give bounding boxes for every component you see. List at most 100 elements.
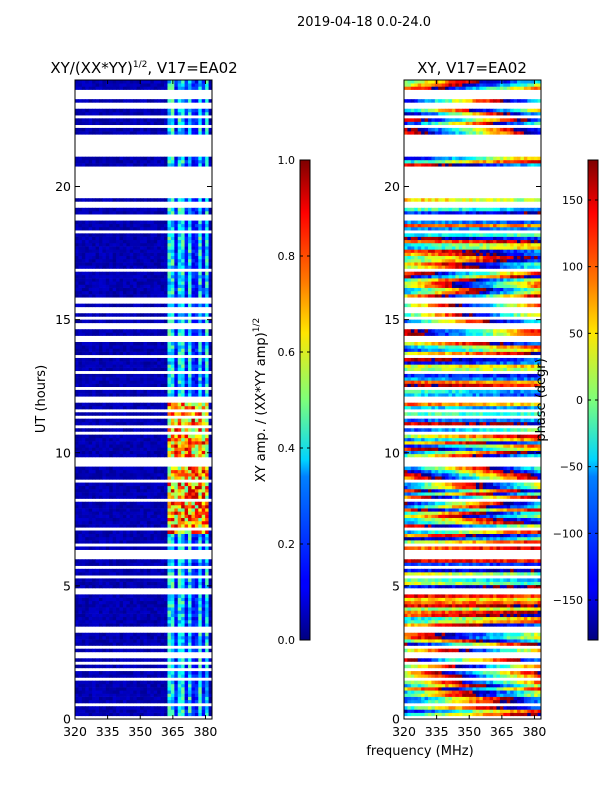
- amp-cell: [85, 274, 90, 279]
- amp-cell: [140, 294, 144, 298]
- amp-cell: [205, 594, 209, 598]
- amp-cell: [184, 533, 189, 538]
- amp-cell: [119, 111, 124, 116]
- amp-cell: [143, 469, 148, 474]
- amp-cell: [191, 619, 196, 624]
- amp-cell: [95, 389, 100, 394]
- amp-cell: [95, 600, 100, 605]
- amp-cell: [181, 220, 185, 225]
- amp-cell: [98, 450, 103, 455]
- amp-cell: [208, 536, 212, 541]
- amp-cell: [140, 488, 144, 493]
- amp-cell: [81, 255, 86, 260]
- amp-cell: [88, 220, 93, 225]
- amp-cell: [126, 492, 131, 496]
- amp-cell: [119, 623, 124, 627]
- amp-cell: [102, 418, 107, 423]
- amp-cell: [88, 562, 93, 566]
- amp-cell: [105, 488, 110, 493]
- amp-cell: [208, 341, 212, 346]
- amp-cell: [112, 127, 117, 132]
- amp-cell: [160, 412, 165, 416]
- amp-cell: [126, 383, 131, 388]
- amp-cell: [208, 361, 212, 365]
- amp-cell: [188, 434, 192, 439]
- amp-cell: [119, 597, 124, 602]
- amp-cell: [174, 364, 179, 368]
- amp-cell: [92, 239, 96, 244]
- amp-cell: [109, 568, 114, 573]
- amp-cell: [122, 281, 127, 285]
- amp-cell: [174, 163, 179, 167]
- amp-cell: [205, 533, 209, 538]
- amp-cell: [129, 450, 134, 455]
- amp-cell: [122, 658, 127, 662]
- amp-cell: [208, 693, 212, 697]
- amp-cell: [102, 434, 107, 439]
- amp-cell: [105, 412, 110, 416]
- amp-cell: [119, 258, 124, 263]
- amp-cell: [157, 508, 162, 512]
- amp-cell: [129, 546, 134, 550]
- amp-cell: [136, 693, 141, 697]
- amp-cell: [150, 610, 155, 614]
- amp-cell: [174, 255, 179, 260]
- amp-cell: [191, 607, 196, 611]
- amp-cell: [98, 389, 103, 394]
- amp-cell: [126, 380, 131, 384]
- amp-cell: [88, 635, 93, 640]
- amp-cell: [122, 699, 127, 704]
- amp-cell: [188, 492, 192, 496]
- amp-cell: [157, 341, 162, 346]
- amp-cell: [181, 495, 185, 499]
- amp-cell: [129, 642, 134, 646]
- amp-cell: [122, 198, 127, 202]
- amp-cell: [112, 699, 117, 704]
- amp-cell: [112, 639, 117, 643]
- amp-cell: [136, 377, 141, 381]
- amp-cell: [198, 610, 203, 614]
- amp-cell: [122, 437, 127, 442]
- amp-cell: [188, 517, 192, 522]
- amp-cell: [198, 623, 203, 627]
- amp-cell: [181, 492, 185, 496]
- amp-cell: [122, 511, 127, 515]
- amp-cell: [143, 373, 148, 378]
- amp-cell: [78, 450, 83, 455]
- amp-cell: [116, 578, 120, 582]
- amp-cell: [184, 163, 189, 167]
- amp-cell: [136, 642, 141, 646]
- amp-cell: [129, 226, 134, 231]
- amp-cell: [188, 619, 192, 624]
- amp-cell: [181, 680, 185, 685]
- amp-cell: [177, 671, 182, 675]
- amp-cell: [174, 207, 179, 212]
- amp-cell: [191, 108, 196, 113]
- amp-cell: [188, 271, 192, 276]
- amp-cell: [88, 252, 93, 257]
- amp-cell: [188, 211, 192, 215]
- amp-cell: [181, 466, 185, 471]
- amp-cell: [133, 345, 138, 349]
- amp-cell: [191, 418, 196, 423]
- amp-cell: [133, 303, 138, 308]
- amp-cell: [160, 674, 165, 678]
- amp-cell: [95, 412, 100, 416]
- amp-cell: [92, 383, 96, 388]
- amp-cell: [167, 699, 172, 704]
- amp-cell: [102, 674, 107, 678]
- amp-cell: [112, 258, 117, 263]
- amp-cell: [177, 121, 182, 126]
- amp-cell: [177, 610, 182, 614]
- amp-cell: [191, 632, 196, 637]
- amp-cell: [143, 639, 148, 643]
- amp-cell: [184, 568, 189, 573]
- amp-cell: [181, 540, 185, 544]
- amp-cell: [129, 511, 134, 515]
- amp-cell: [184, 198, 189, 202]
- amp-cell: [188, 421, 192, 426]
- amp-cell: [140, 389, 144, 394]
- amp-cell: [136, 211, 141, 215]
- amp-cell: [181, 156, 185, 161]
- amp-cell: [164, 687, 168, 691]
